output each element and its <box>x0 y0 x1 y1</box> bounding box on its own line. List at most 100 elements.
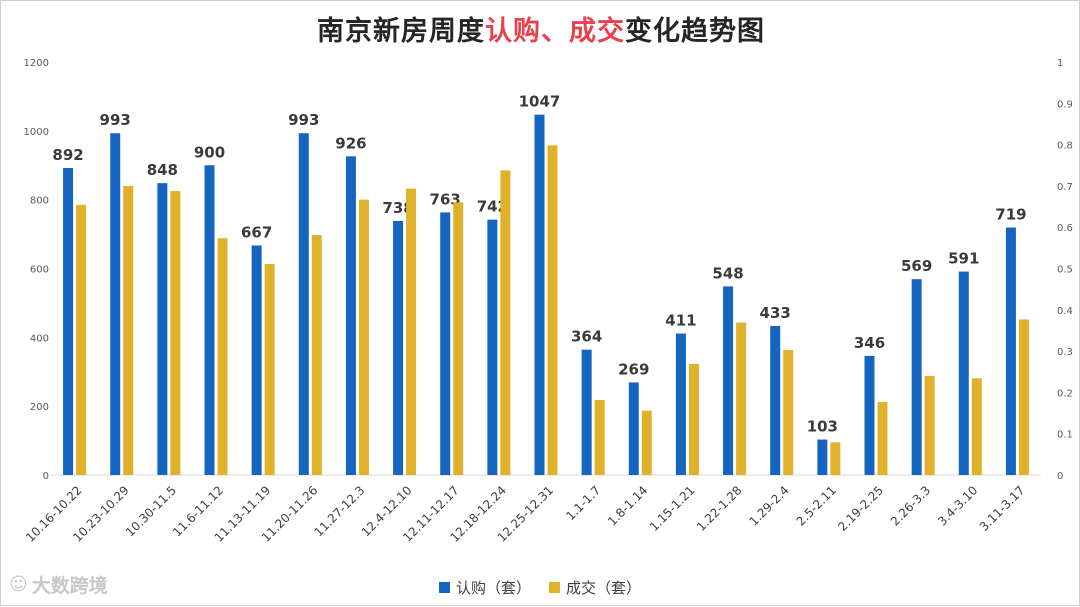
chart-title: 南京新房周度认购、成交变化趋势图 <box>317 16 765 47</box>
x-tick-label: 1.8-1.14 <box>605 483 650 528</box>
bar-transaction <box>924 375 935 475</box>
bar-subscription <box>581 349 592 475</box>
bar-transaction <box>783 350 794 475</box>
legend-label-subscription: 认购（套） <box>456 579 532 597</box>
y-tick-label: 400 <box>30 333 49 344</box>
bar-subscription <box>817 439 828 475</box>
bar-subscription <box>911 279 922 475</box>
bar-transaction <box>453 202 464 476</box>
bar-transaction <box>123 185 134 475</box>
bar-subscription <box>628 382 639 475</box>
y2-tick-label: 0.3 <box>1057 347 1073 358</box>
bar-subscription <box>298 133 309 475</box>
bar-transaction <box>736 322 747 475</box>
bar-subscription <box>864 355 875 475</box>
y-tick-label: 800 <box>30 196 49 207</box>
x-tick-label: 2.19-2.25 <box>835 483 886 534</box>
x-tick-label: 1.29-2.4 <box>746 483 791 528</box>
legend-label-transaction: 成交（套） <box>566 579 642 597</box>
x-tick-label: 2.26-3.3 <box>888 483 933 528</box>
logo-icon: ☺ <box>9 574 28 595</box>
bar-transaction <box>264 264 275 475</box>
data-label: 993 <box>100 111 131 129</box>
bar-subscription <box>723 286 734 475</box>
data-label: 411 <box>665 312 696 330</box>
bar-transaction <box>1018 319 1029 475</box>
data-label: 993 <box>288 111 319 129</box>
bar-subscription <box>110 133 121 475</box>
data-label: 667 <box>241 223 272 241</box>
x-tick-label: 1.1-1.7 <box>563 483 603 523</box>
bar-subscription <box>534 114 545 475</box>
bar-transaction <box>594 399 605 475</box>
bar-transaction <box>547 145 558 475</box>
watermark-text: 大数跨境 <box>31 575 108 597</box>
bar-subscription <box>251 245 262 475</box>
bar-subscription <box>770 325 781 475</box>
y2-tick-label: 0.2 <box>1057 388 1073 399</box>
bar-transaction <box>877 402 888 475</box>
y2-tick-label: 0 <box>1057 471 1063 482</box>
data-label: 569 <box>901 257 932 275</box>
data-label: 591 <box>948 250 979 268</box>
bar-transaction <box>406 188 417 476</box>
bar-subscription <box>440 212 451 476</box>
bar-transaction <box>217 238 228 475</box>
bar-subscription <box>204 165 215 475</box>
bar-subscription <box>675 333 686 475</box>
legend: 认购（套） 成交（套） <box>439 577 641 598</box>
data-label: 346 <box>854 334 885 352</box>
x-tick-label: 3.4-3.10 <box>935 483 980 528</box>
data-label: 103 <box>807 418 838 436</box>
x-tick-label: 1.15-1.21 <box>647 483 698 534</box>
bar-subscription <box>958 271 969 475</box>
data-label: 848 <box>147 161 178 179</box>
legend-item-transaction: 成交（套） <box>549 577 641 598</box>
y2-tick-label: 0.9 <box>1057 99 1073 110</box>
bar-subscription <box>1005 227 1016 475</box>
y2-tick-label: 0.5 <box>1057 265 1073 276</box>
bar-transaction <box>170 191 181 475</box>
y-tick-label: 1200 <box>24 58 49 69</box>
watermark: ☺ 大数跨境 <box>9 571 108 598</box>
legend-swatch-subscription <box>439 582 450 593</box>
y2-tick-label: 0.8 <box>1057 141 1073 152</box>
data-label: 738 <box>382 199 413 217</box>
y2-tick-label: 0.4 <box>1057 306 1073 317</box>
legend-swatch-transaction <box>549 582 561 593</box>
bar-subscription <box>63 168 74 475</box>
bar-subscription <box>157 183 168 475</box>
bar-subscription <box>393 221 404 475</box>
bar-transaction <box>76 204 87 475</box>
x-tick-label: 3.11-3.17 <box>977 483 1028 534</box>
bar-transaction <box>830 442 841 475</box>
y2-tick-label: 0.6 <box>1057 223 1073 234</box>
data-label: 548 <box>712 264 743 282</box>
y2-tick-label: 0.1 <box>1057 430 1073 441</box>
data-label: 364 <box>571 328 602 346</box>
data-label: 269 <box>618 360 649 378</box>
data-label: 1047 <box>519 93 561 111</box>
x-tick-label: 1.22-1.28 <box>694 483 745 534</box>
data-label: 742 <box>477 198 508 216</box>
bar-transaction <box>311 235 322 475</box>
bar-transaction <box>971 378 982 475</box>
y2-tick-label: 0.7 <box>1057 182 1073 193</box>
y2-tick-label: 1 <box>1057 58 1063 69</box>
data-label: 763 <box>430 190 461 208</box>
bar-transaction <box>641 410 652 475</box>
title-highlight: 认购、成交 <box>485 16 625 47</box>
bar-subscription <box>487 219 498 475</box>
x-tick-label: 2.5-2.11 <box>794 483 839 528</box>
bar-transaction <box>500 170 511 475</box>
legend-item-subscription: 认购（套） <box>439 577 531 598</box>
y-tick-label: 1000 <box>24 127 49 138</box>
y-tick-label: 200 <box>30 402 49 413</box>
data-label: 433 <box>760 304 791 322</box>
y-tick-label: 0 <box>43 471 49 482</box>
y-tick-label: 600 <box>30 265 49 276</box>
data-label: 926 <box>335 134 366 152</box>
data-label: 900 <box>194 143 225 161</box>
